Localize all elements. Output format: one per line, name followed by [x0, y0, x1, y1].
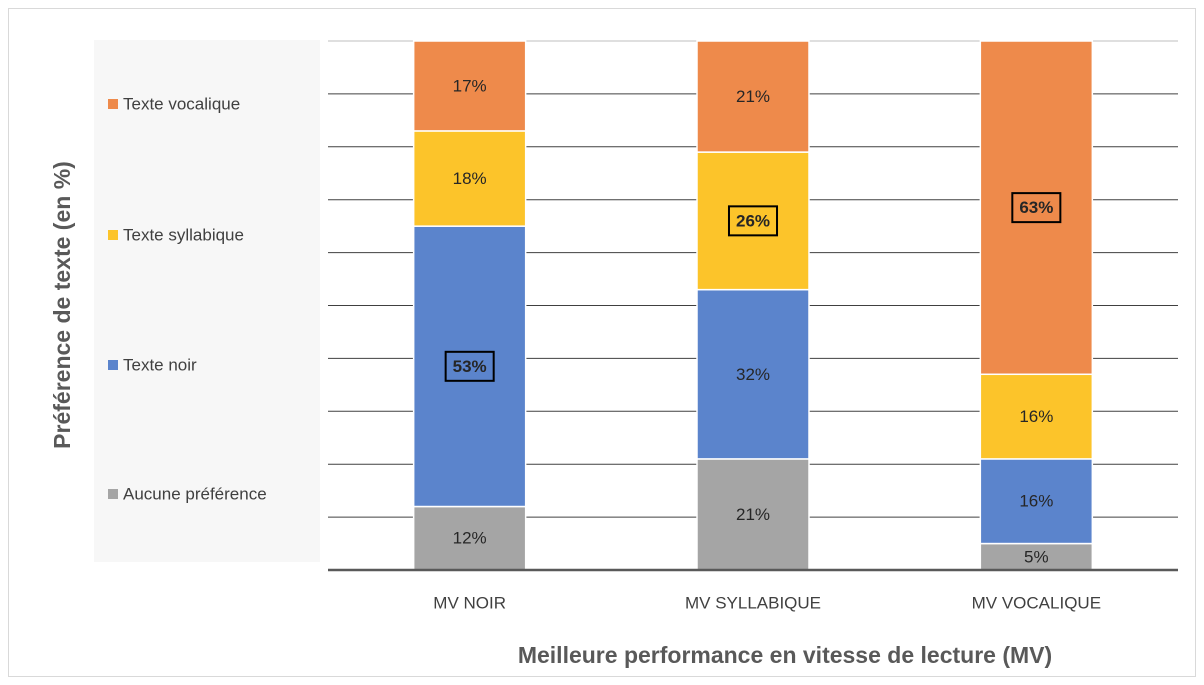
x-tick-label: MV NOIR: [433, 593, 506, 612]
legend-swatch: [108, 489, 118, 499]
legend-swatch: [108, 99, 118, 109]
data-label: 18%: [453, 169, 487, 188]
x-tick-label: MV SYLLABIQUE: [685, 593, 821, 612]
x-tick-label: MV VOCALIQUE: [972, 593, 1101, 612]
bar-segment: [412, 130, 527, 227]
data-label: 63%: [1019, 198, 1053, 217]
legend-label: Texte vocalique: [123, 94, 240, 113]
x-axis-title: Meilleure performance en vitesse de lect…: [518, 642, 1052, 668]
legend-label: Aucune préférence: [123, 484, 267, 503]
legend-swatch: [108, 230, 118, 240]
legend-swatch: [108, 360, 118, 370]
bar-segment: [979, 40, 1094, 376]
legend-box: [94, 40, 320, 562]
data-label: 26%: [736, 211, 770, 230]
data-label: 16%: [1019, 407, 1053, 426]
bar-segment: [979, 458, 1094, 545]
data-label: 17%: [453, 76, 487, 95]
bar-segment: [412, 40, 527, 132]
bar-segment: [412, 225, 527, 508]
bar-segment: [696, 40, 810, 153]
data-label: 53%: [453, 357, 487, 376]
y-axis-title: Préférence de texte (en %): [49, 161, 75, 449]
data-label: 16%: [1019, 492, 1053, 511]
bar-segment: [412, 505, 527, 571]
label-box: [1011, 192, 1062, 224]
data-label: 21%: [736, 505, 770, 524]
label-box: [727, 205, 779, 237]
data-label: 12%: [453, 529, 487, 548]
data-label: 32%: [736, 365, 770, 384]
data-label: 5%: [1024, 547, 1049, 566]
bar-segment: [696, 151, 810, 291]
data-label: 21%: [736, 87, 770, 106]
legend-label: Texte syllabique: [123, 225, 244, 244]
label-box: [444, 350, 495, 382]
legend-label: Texte noir: [123, 355, 197, 374]
bar-segment: [696, 288, 810, 460]
